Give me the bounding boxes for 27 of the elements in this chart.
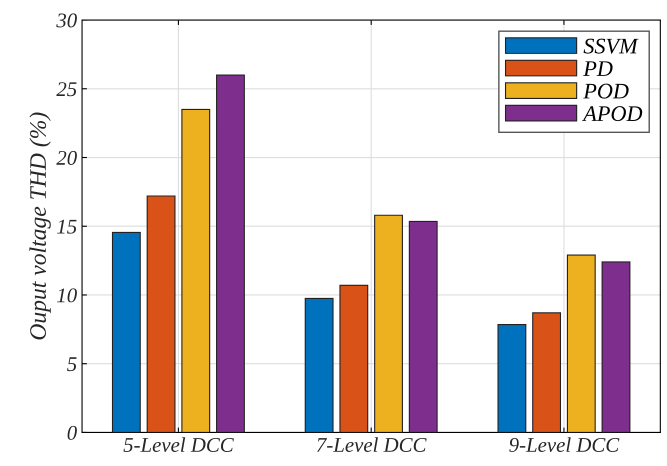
bar xyxy=(408,220,438,432)
legend-label: APOD xyxy=(582,106,642,122)
y-tick-label: 20 xyxy=(56,150,77,165)
bar xyxy=(339,284,368,432)
bar xyxy=(566,254,596,432)
bar xyxy=(304,298,334,432)
y-tick-label: 5 xyxy=(67,357,77,372)
bar xyxy=(374,214,403,432)
x-tick-label: 9-Level DCC xyxy=(509,437,620,452)
bar xyxy=(146,195,176,432)
y-tick-label: 15 xyxy=(57,220,77,234)
bar xyxy=(602,261,630,432)
x-tick-label: 5-Level DCC xyxy=(123,437,234,452)
bar xyxy=(181,108,210,432)
x-tick-label: 7-Level DCC xyxy=(317,437,427,452)
bar xyxy=(112,232,141,432)
y-tick-label: 25 xyxy=(56,82,77,96)
legend-label: PD xyxy=(583,61,613,76)
y-tick-label: 0 xyxy=(68,426,77,440)
legend-label: POD xyxy=(583,84,629,99)
y-tick-label: 30 xyxy=(56,13,77,28)
y-tick-label: 10 xyxy=(57,288,77,302)
bar xyxy=(216,74,245,432)
bar xyxy=(497,324,526,432)
bar xyxy=(532,312,562,432)
y-axis-title: Ouput voltage THD (%) xyxy=(29,112,51,340)
legend-label: SSVM xyxy=(584,38,639,54)
